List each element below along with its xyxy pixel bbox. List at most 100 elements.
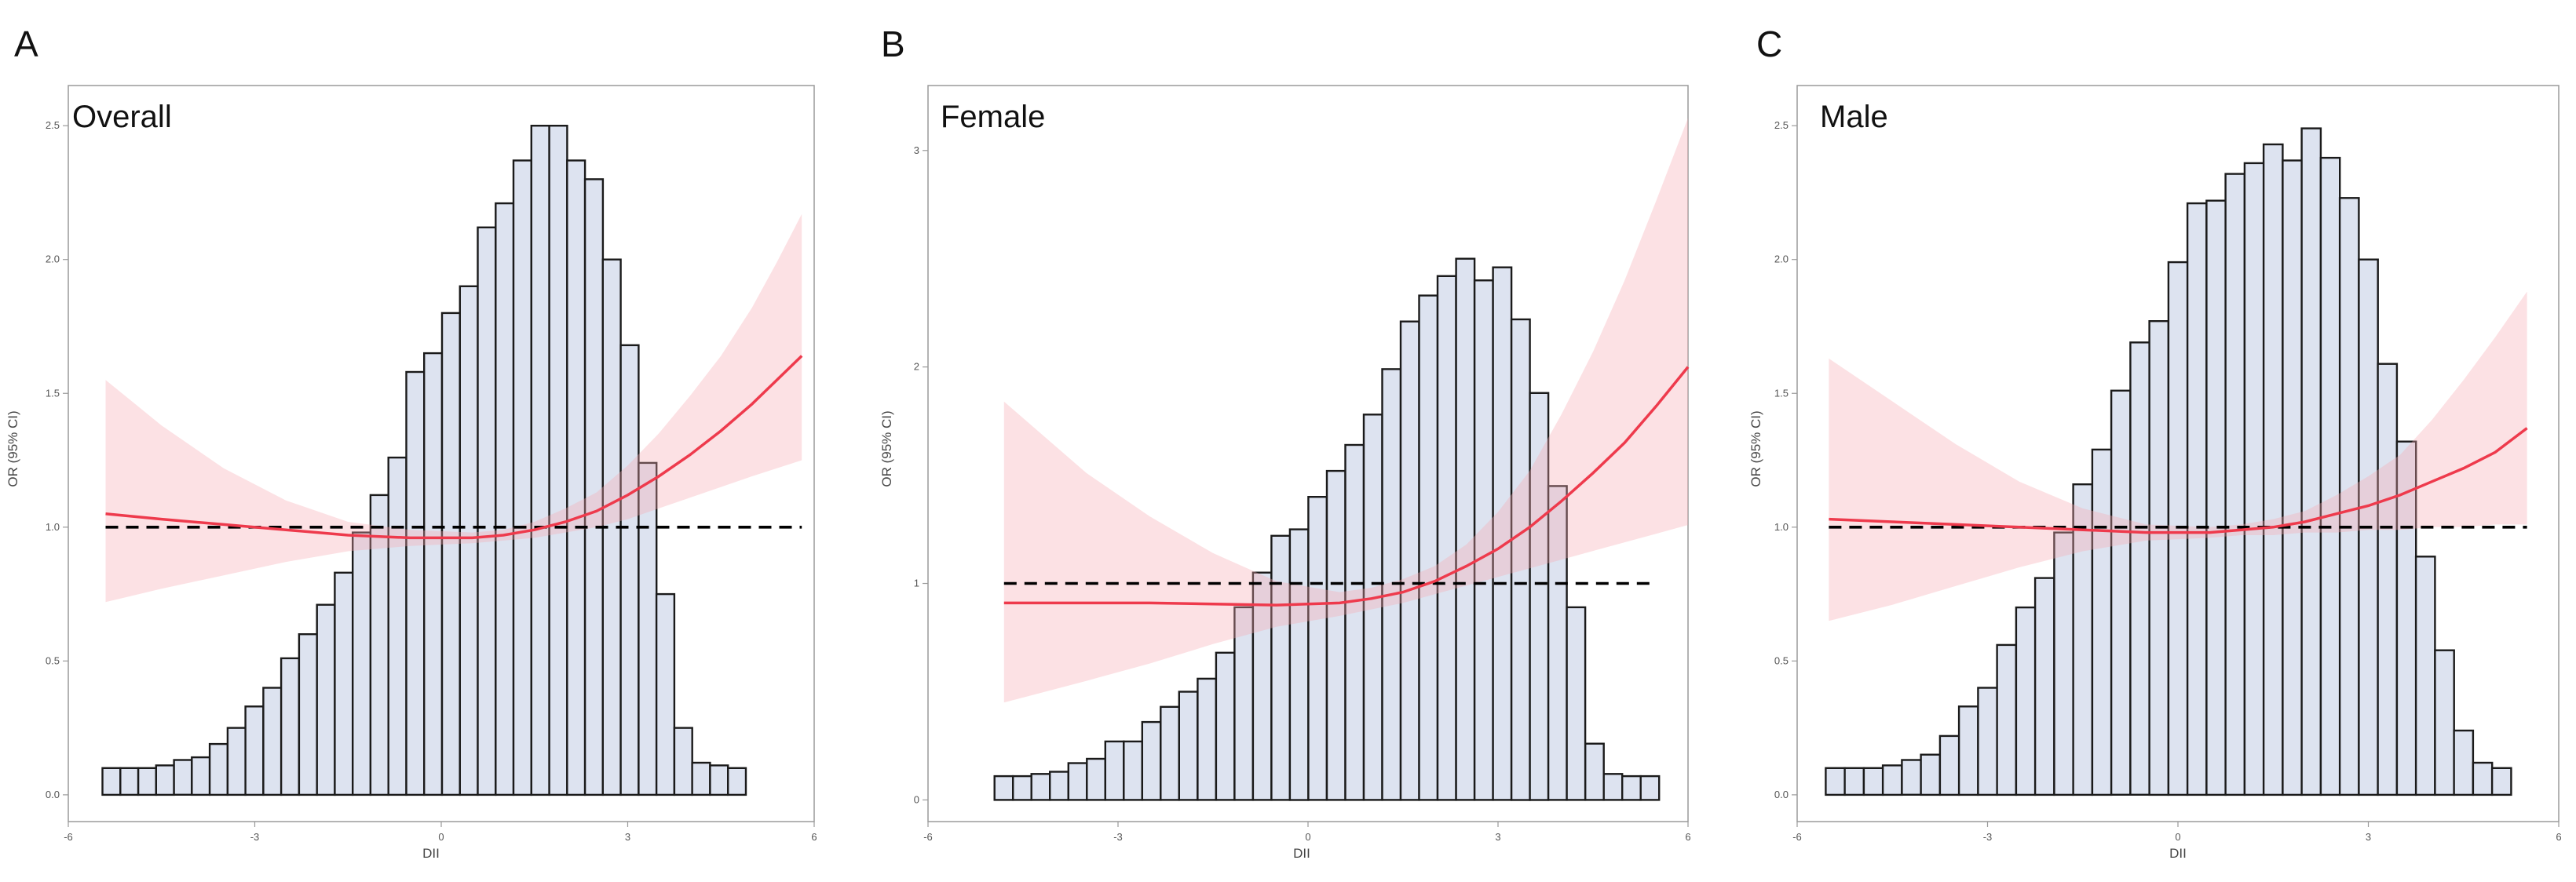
panel-b-x-ticks: -6 -3 0 3 6	[923, 822, 1691, 843]
panel-a-histogram-bar	[530, 124, 550, 796]
panel-c-x-tick-label: 0	[2175, 831, 2180, 843]
panel-c-histogram-bar	[2377, 363, 2399, 796]
panel-c-histogram-bar	[1825, 767, 1846, 796]
panel-b-histogram-bar	[1418, 294, 1439, 801]
panel-c: C -6 -3 0 3 6 0.0 0.5 1.0 1.5 2.0 2.5 Male DII OR…	[1748, 24, 2562, 861]
panel-a-x-tick-label: 6	[811, 831, 817, 843]
panel-b-histogram-bar	[1067, 762, 1088, 801]
panel-a-histogram-bar	[244, 705, 265, 796]
panel-b-histogram-bar	[1270, 534, 1292, 801]
panel-c-x-tick-label: -3	[1983, 831, 1993, 843]
panel-a-histogram-bar	[387, 456, 407, 796]
panel-a-histogram-bar	[566, 159, 586, 796]
panel-a-histogram-bar	[709, 764, 729, 796]
panel-a-histogram-bar	[405, 370, 426, 796]
panel-c-histogram-bar	[2282, 159, 2303, 796]
panel-b-x-tick-label: 3	[1495, 831, 1500, 843]
panel-b-histogram-bar	[1621, 774, 1642, 801]
panel-b-histogram-bar	[1325, 469, 1346, 801]
panel-a-y-tick-label: 1.0	[46, 521, 60, 533]
panel-c-histogram-bar	[2224, 173, 2246, 796]
panel-a-histogram-bar	[352, 531, 372, 796]
panel-b-x-tick-label: 6	[1685, 831, 1690, 843]
panel-c-histogram-bar	[2205, 199, 2227, 796]
panel-c-y-tick-label: 0.0	[1774, 789, 1789, 800]
panel-b-histogram-bar	[1399, 320, 1420, 801]
panel-c-histogram-bar	[1901, 759, 1922, 796]
panel-b-y-tick-label: 3	[914, 144, 919, 156]
panel-c-histogram-bar	[2243, 162, 2265, 796]
panel-a-x-ticks: -6 -3 0 3 6	[64, 822, 817, 843]
panel-b-histogram-bar	[1602, 773, 1624, 801]
panel-c-histogram-bar	[2319, 156, 2341, 796]
panel-b-ci-band	[1003, 118, 1688, 703]
panel-b: B -6 -3 0 3 6 0 1 2 3 Female DII OR (95% CI)	[879, 24, 1691, 861]
panel-c-y-tick-label: 2.5	[1774, 119, 1789, 131]
panel-a-x-tick-label: 3	[625, 831, 630, 843]
panel-b-histogram-bar	[1566, 606, 1587, 801]
panel-b-curve-group	[1003, 366, 1690, 607]
panel-a-histogram-bar	[226, 727, 247, 796]
panel-a-histogram-bar	[280, 657, 301, 796]
panel-b-ci-band-group	[1003, 118, 1688, 703]
panel-a-y-tick-label: 0.0	[46, 789, 60, 800]
panel-c-y-tick-label: 0.5	[1774, 654, 1789, 666]
panel-b-y-tick-label: 0	[914, 793, 919, 805]
panel-a-y-tick-label: 0.5	[46, 654, 60, 666]
panel-a-x-tick-label: 0	[438, 831, 444, 843]
panel-c-title: Male	[1820, 100, 1888, 134]
panel-c-curve-group	[1829, 427, 2528, 534]
panel-b-histogram-bar	[1215, 651, 1236, 801]
panel-c-histogram-bar	[2110, 389, 2132, 796]
panel-a-curve-group	[105, 355, 803, 540]
panel-a-histogram	[101, 124, 747, 796]
panel-c-x-tick-label: -6	[1792, 831, 1802, 843]
panel-a-histogram-bar	[548, 124, 568, 796]
panel-c-histogram-bar	[2148, 320, 2170, 796]
panel-a-x-tick-label: -3	[250, 831, 260, 843]
panel-b-x-tick-label: 0	[1305, 831, 1310, 843]
panel-a-histogram-bar	[334, 571, 354, 796]
panel-b-histogram-bar	[1197, 677, 1218, 801]
panel-b-histogram-bar	[1584, 742, 1605, 801]
panel-c-histogram-bar	[1920, 753, 1942, 796]
panel-b-histogram-bar	[1048, 771, 1069, 801]
panel-b-histogram-bar	[1123, 740, 1144, 801]
panel-c-y-tick-label: 1.0	[1774, 521, 1789, 533]
panel-b-histogram-bar	[1639, 774, 1661, 801]
panel-b-histogram-bar	[1436, 275, 1457, 801]
panel-c-or-curve	[1829, 427, 2528, 534]
panel-b-or-curve	[1003, 366, 1690, 607]
panel-c-x-axis-label: DII	[2169, 846, 2187, 861]
panel-c-histogram-bar	[2490, 767, 2512, 796]
panel-a-y-tick-label: 2.0	[46, 253, 60, 265]
panel-a-y-tick-label: 1.5	[46, 387, 60, 399]
panel-b-x-axis-label: DII	[1293, 846, 1310, 861]
panel-c-histogram-bar	[1843, 767, 1865, 796]
panel-a-histogram-bar	[262, 687, 283, 796]
panel-a-histogram-bar	[173, 759, 193, 796]
panel-a-histogram-bar	[619, 344, 640, 796]
panel-c-histogram-bar	[2453, 729, 2475, 796]
panel-a-histogram-bar	[191, 756, 211, 796]
panel-c-histogram-bar	[2262, 143, 2284, 796]
panel-c-histogram-bar	[1862, 767, 1884, 796]
panel-c-y-ticks: 0.0 0.5 1.0 1.5 2.0 2.5	[1774, 119, 1797, 800]
panel-a-histogram-bar	[101, 767, 122, 796]
panel-c-histogram-bar	[2129, 341, 2150, 796]
panel-a-or-curve	[105, 355, 803, 540]
panel-a-histogram-bar	[440, 312, 461, 796]
panel-c-ci-band	[1829, 291, 2527, 621]
panel-a-x-axis-label: DII	[422, 846, 440, 861]
panel-c-histogram-bar	[2414, 556, 2436, 796]
panel-a-y-axis-label: OR (95% CI)	[5, 410, 20, 487]
panel-c-histogram-bar	[1881, 764, 1903, 796]
panel-c-histogram-bar	[1957, 705, 1979, 796]
panel-a-ci-band	[105, 213, 802, 603]
panel-c-y-tick-label: 2.0	[1774, 253, 1789, 265]
panel-b-letter: B	[881, 24, 905, 64]
panel-a-histogram-bar	[137, 767, 158, 796]
panel-c-histogram-bar	[2033, 577, 2055, 796]
panel-c-histogram-bar	[2091, 448, 2113, 796]
